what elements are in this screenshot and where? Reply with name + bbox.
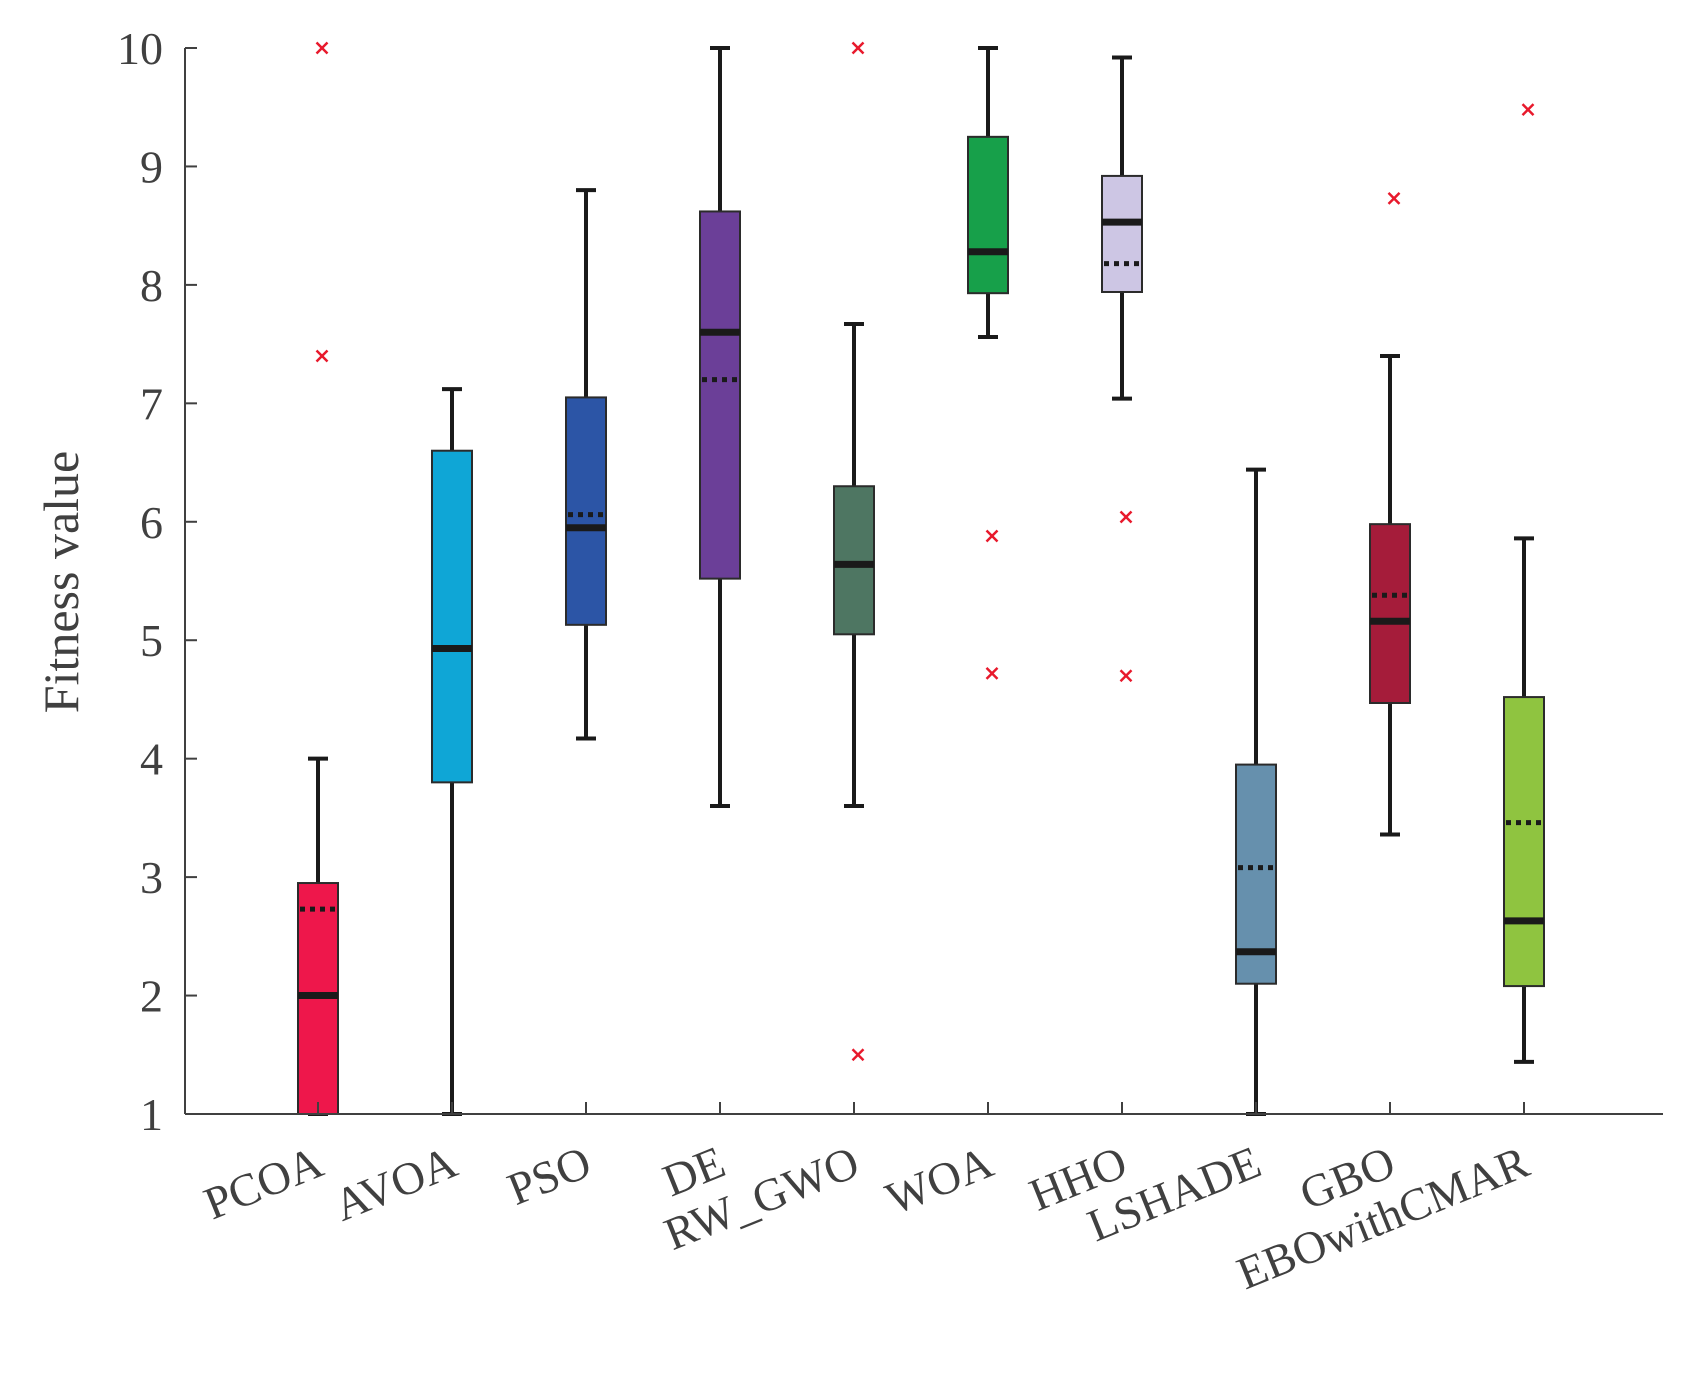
y-tick-label: 2 (140, 971, 163, 1022)
y-axis-label: Fitness value (33, 451, 89, 713)
outlier-stroke (315, 41, 329, 55)
box-pso (565, 188, 607, 741)
box-body (1101, 174, 1143, 293)
box-rw-gwo (833, 41, 875, 1062)
box-body (833, 485, 875, 636)
outlier-marker (851, 41, 865, 55)
box-body (967, 135, 1009, 295)
box-body (431, 449, 473, 784)
outlier-marker (1119, 510, 1133, 524)
box-hho (1101, 55, 1143, 683)
box-body (699, 210, 741, 580)
y-tick-label: 4 (140, 734, 163, 785)
outlier-marker (1119, 669, 1133, 683)
box-pcoa (297, 41, 339, 1116)
outlier-marker (851, 1048, 865, 1062)
y-tick-label: 7 (140, 378, 163, 429)
outlier-stroke (1119, 669, 1133, 683)
box-body (1369, 523, 1411, 704)
box-woa (967, 46, 1009, 680)
box-gbo (1369, 192, 1411, 837)
y-tick-label: 6 (140, 497, 163, 548)
box-body (1235, 763, 1277, 985)
outlier-stroke (1521, 103, 1535, 116)
box-body (565, 396, 607, 626)
outlier-marker (985, 667, 999, 680)
x-tick-label: WOA (879, 1136, 1000, 1224)
outlier-marker (985, 529, 999, 543)
box-ebowithcmar (1503, 103, 1545, 1064)
box-body (1503, 696, 1545, 988)
box-lshade (1235, 467, 1277, 1116)
outlier-stroke (985, 667, 999, 680)
outlier-stroke (1387, 192, 1401, 205)
y-tick-label: 9 (140, 141, 163, 192)
y-tick-label: 5 (140, 615, 163, 666)
outlier-marker (315, 41, 329, 55)
y-tick-label: 3 (140, 852, 163, 903)
outlier-stroke (985, 529, 999, 543)
x-tick-label: PCOA (197, 1136, 330, 1229)
outlier-stroke (315, 349, 329, 363)
box-de (699, 46, 741, 809)
box-avoa (431, 387, 473, 1116)
y-tick-label: 1 (140, 1089, 163, 1140)
outlier-stroke (1119, 510, 1133, 524)
y-tick-label: 10 (117, 23, 163, 74)
outlier-marker (315, 349, 329, 363)
plot-layer (297, 41, 1545, 1116)
outlier-stroke (851, 41, 865, 55)
outlier-marker (1521, 103, 1535, 116)
x-tick-label: AVOA (327, 1136, 464, 1231)
outlier-marker (1387, 192, 1401, 205)
x-tick-label: PSO (500, 1136, 597, 1215)
y-tick-label: 8 (140, 260, 163, 311)
outlier-stroke (851, 1048, 865, 1062)
